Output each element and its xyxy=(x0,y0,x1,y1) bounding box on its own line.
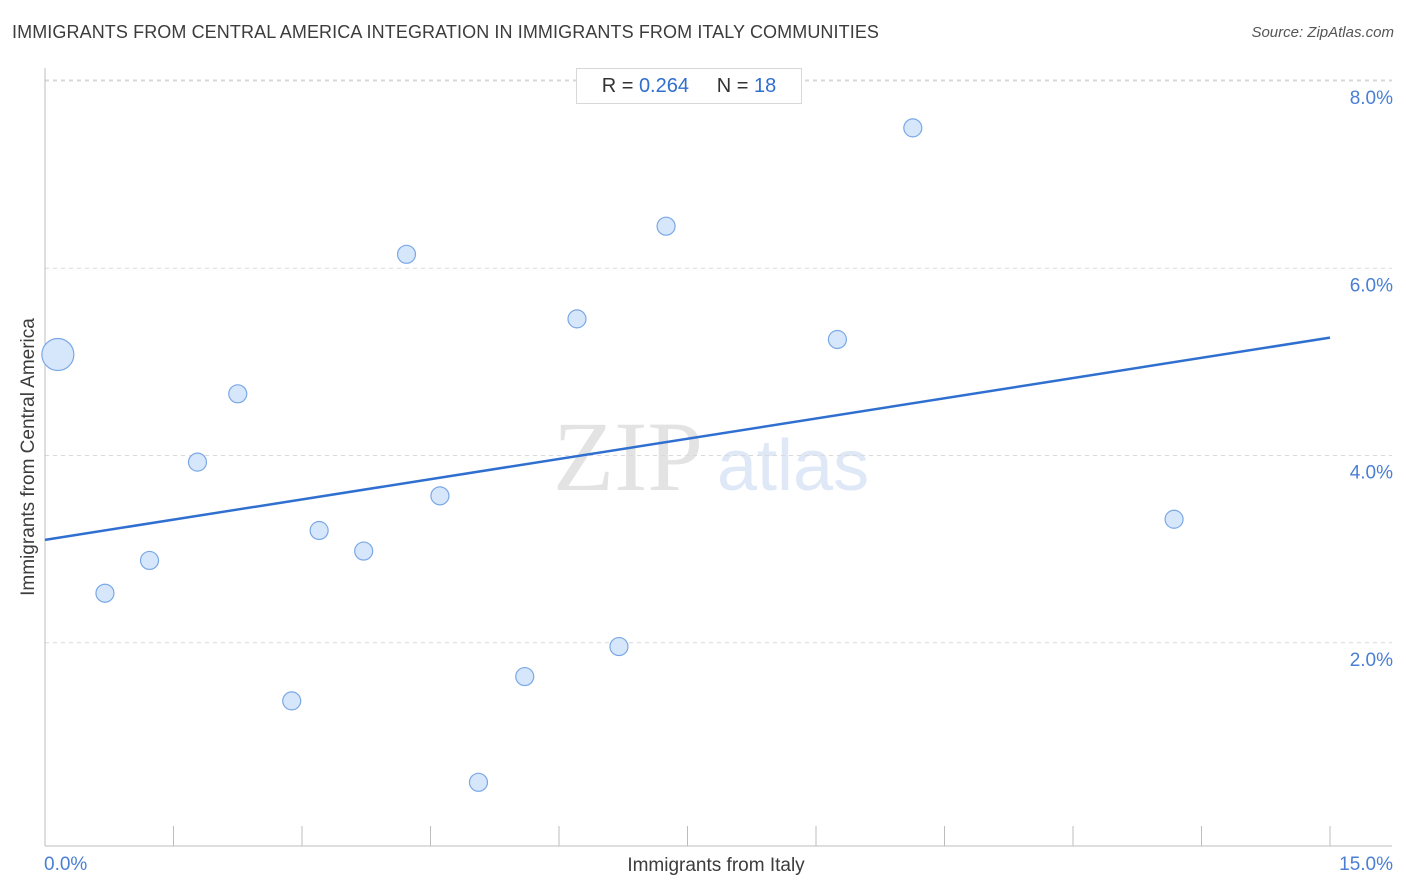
x-ticks xyxy=(173,826,1331,846)
data-point xyxy=(282,691,302,711)
data-point xyxy=(903,118,923,138)
correlation-stats: R = 0.264 N = 18 xyxy=(576,68,802,104)
y-tick-label: 2.0% xyxy=(1350,650,1393,671)
axes xyxy=(44,68,1392,847)
chart-title: IMMIGRANTS FROM CENTRAL AMERICA INTEGRAT… xyxy=(12,22,880,42)
data-point xyxy=(228,384,248,404)
data-point xyxy=(187,452,208,472)
data-point xyxy=(41,337,75,372)
r-label: R = xyxy=(601,75,639,97)
y-tick-label: 6.0% xyxy=(1350,275,1393,296)
r-value: 0.264 xyxy=(638,75,689,97)
grid xyxy=(45,79,1392,644)
source-credit: Source: ZipAtlas.com xyxy=(1251,24,1394,41)
data-point xyxy=(1164,509,1184,529)
trendline xyxy=(44,336,1331,542)
data-point xyxy=(468,772,489,792)
data-point xyxy=(656,216,676,236)
n-value: 18 xyxy=(754,75,777,97)
y-tick-labels: 2.0% 4.0% 6.0% 8.0% xyxy=(1350,88,1393,671)
watermark-atlas: atlas xyxy=(717,426,869,506)
data-point xyxy=(515,666,535,687)
x-tick-label-min: 0.0% xyxy=(44,854,87,875)
y-axis-label: Immigrants from Central America xyxy=(18,318,39,596)
data-points xyxy=(41,118,1184,792)
data-point xyxy=(567,309,587,329)
data-point xyxy=(309,520,329,541)
y-tick-label: 8.0% xyxy=(1350,88,1393,109)
y-tick-label: 4.0% xyxy=(1350,463,1393,484)
x-tick-label-max: 15.0% xyxy=(1339,854,1393,875)
data-point xyxy=(609,636,629,657)
data-point xyxy=(827,329,848,350)
n-label: N = xyxy=(716,75,755,97)
data-point xyxy=(139,550,160,571)
data-point xyxy=(95,583,115,603)
trendline-group xyxy=(44,336,1331,542)
data-point xyxy=(396,244,417,264)
x-axis-label: Immigrants from Italy xyxy=(627,855,805,876)
data-point xyxy=(354,541,374,561)
data-point xyxy=(430,486,450,506)
